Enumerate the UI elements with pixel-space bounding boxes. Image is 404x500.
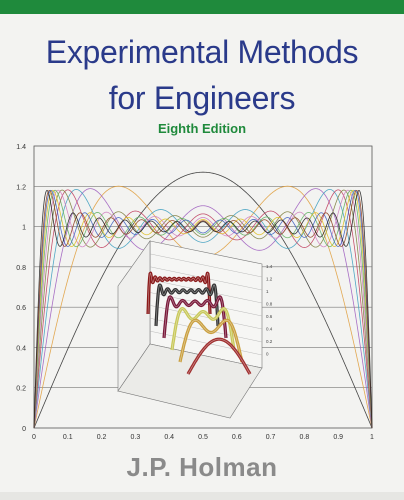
x-tick-label: 0.1 (63, 434, 73, 441)
inset-grid-line (149, 253, 263, 278)
author-name: J.P. Holman (126, 452, 278, 482)
bottom-band (0, 492, 404, 500)
top-color-band (0, 0, 404, 14)
inset-ribbon-highlight (187, 338, 251, 375)
book-title-line1: Experimental Methods (45, 34, 359, 70)
inset-floor (117, 343, 263, 419)
y-tick-label: 1.2 (16, 184, 26, 191)
inset-grid-line (149, 305, 263, 330)
cover-chart: 0 0.2 0.4 0.6 0.8 1 1.2 1.4 0 0.1 0.2 0.3 0.4 0.5 0.6… (16, 144, 374, 441)
y-tick-label: 0.4 (16, 345, 26, 352)
x-tick-label: 0.2 (97, 434, 107, 441)
series-line-7-terms (33, 189, 373, 429)
inset-ribbon-highlight (155, 284, 219, 327)
y-tick-label: 1.4 (16, 144, 26, 151)
y-tick-label: 0.2 (16, 386, 26, 393)
inset-z-tick-label: 1 (266, 289, 269, 294)
series-line-1-terms (33, 171, 373, 429)
series-line-19-terms (33, 189, 373, 429)
inset-ribbon-highlight (163, 296, 227, 339)
x-tick-label: 0.8 (300, 434, 310, 441)
chart-grid (33, 145, 373, 429)
y-tick-label: 0.6 (16, 305, 26, 312)
y-tick-label: 1 (22, 225, 26, 232)
x-tick-label: 0.5 (198, 434, 208, 441)
inset-z-tick-label: 0 (266, 352, 269, 357)
x-tick-label: 0.7 (266, 434, 276, 441)
inset-waterfall-plot: 1.4 1.2 1 0.8 0.6 0.4 0.2 0 (117, 240, 273, 419)
inset-z-tick-label: 1.4 (266, 264, 273, 269)
series-line-25-terms (33, 189, 373, 429)
x-tick-label: 0.4 (164, 434, 174, 441)
x-tick-label: 0.9 (333, 434, 343, 441)
inset-grid-line (149, 330, 263, 356)
x-tick-label: 0 (32, 434, 36, 441)
inset-ribbon-highlight (147, 272, 211, 315)
series-line-5-terms (33, 188, 373, 429)
inset-z-tick-label: 0.8 (266, 302, 273, 307)
series-line-13-terms (33, 189, 373, 429)
x-tick-label: 0.6 (232, 434, 242, 441)
series-line-17-terms (33, 189, 373, 429)
edition-label: Eighth Edition (157, 121, 247, 136)
series-line-11-terms (33, 189, 373, 429)
series-line-9-terms (33, 189, 373, 429)
chart-series (33, 171, 373, 429)
inset-ribbon-highlight (171, 308, 235, 351)
x-tick-labels: 0 0.1 0.2 0.3 0.4 0.5 0.6 0.7 0.8 0.9 1 (32, 434, 374, 441)
y-tick-labels: 0 0.2 0.4 0.6 0.8 1 1.2 1.4 (16, 144, 26, 433)
inset-z-tick-label: 0.4 (266, 327, 273, 332)
x-tick-label: 1 (370, 434, 374, 441)
x-tick-label: 0.3 (131, 434, 141, 441)
inset-z-tick-label: 0.6 (266, 314, 273, 319)
y-tick-label: 0.8 (16, 265, 26, 272)
book-title-line2: for Engineers (108, 80, 296, 116)
inset-z-tick-label: 0.2 (266, 339, 273, 344)
inset-ribbon-highlight (179, 319, 243, 363)
y-tick-label: 0 (22, 426, 26, 433)
inset-z-tick-label: 1.2 (266, 277, 273, 282)
